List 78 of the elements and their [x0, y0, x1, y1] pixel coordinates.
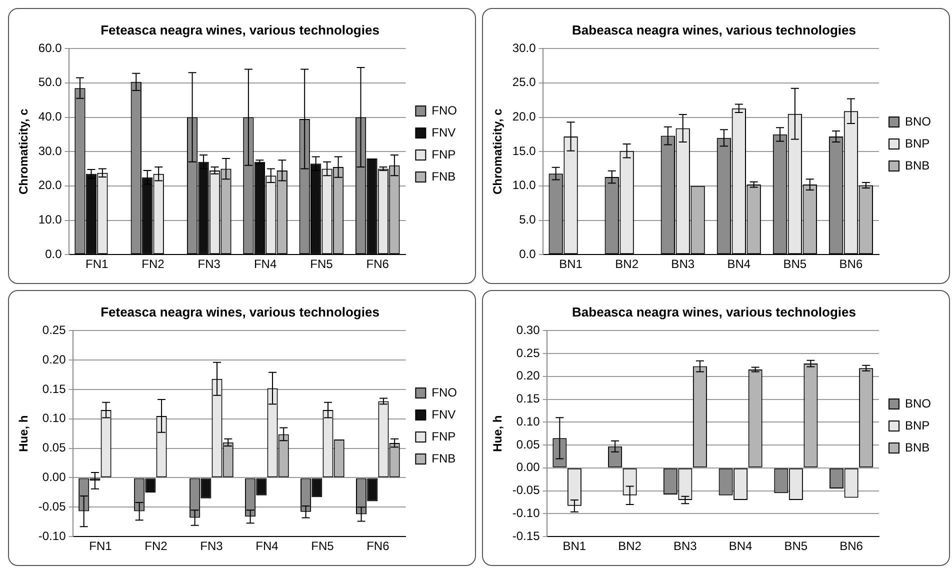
- y-tick-label: 40.0: [38, 110, 62, 124]
- x-tick-label: FN6: [366, 257, 390, 272]
- legend-label: BNB: [904, 158, 930, 172]
- legend-label: FNP: [432, 147, 456, 162]
- y-tick-label: -0.10: [38, 528, 66, 543]
- chart-title: Feteasca neagra wines, various technologies: [100, 22, 380, 38]
- x-tick-label: FN2: [144, 539, 168, 554]
- y-tick-label: 0.0: [519, 246, 536, 261]
- x-tick-label: FN5: [310, 257, 334, 272]
- y-tick-label: 60.0: [38, 40, 62, 55]
- x-tick-label: FN3: [200, 539, 224, 554]
- y-tick-label: 20.0: [38, 178, 62, 192]
- legend-label: FNV: [432, 407, 456, 422]
- x-tick-label: FN1: [89, 539, 112, 554]
- y-tick-label: 0.05: [42, 440, 66, 455]
- legend-label: FNV: [432, 125, 456, 140]
- legend-label: FNO: [432, 385, 458, 400]
- x-tick-label: BN2: [618, 539, 642, 554]
- y-tick-label: 0.30: [516, 322, 540, 337]
- x-tick-label: FN2: [142, 257, 165, 272]
- x-tick-label: BN4: [727, 257, 751, 272]
- chart-title: Babeasca neagra wines, various technologies: [572, 304, 856, 320]
- legend-label: BNP: [904, 136, 930, 150]
- x-tick-label: FN4: [254, 257, 277, 272]
- y-axis-title: Hue, h: [490, 415, 505, 452]
- y-axis-title: Hue, h: [16, 415, 31, 452]
- y-tick-label: 0.25: [516, 346, 540, 360]
- y-tick-label: 0.05: [516, 437, 540, 452]
- y-tick-label: -0.15: [512, 528, 540, 543]
- x-tick-label: BN3: [674, 539, 698, 554]
- x-tick-label: FN5: [311, 539, 334, 554]
- legend-label: FNB: [432, 451, 456, 466]
- y-tick-label: 20.0: [512, 110, 536, 124]
- x-tick-label: BN5: [783, 257, 807, 272]
- y-tick-label: 0.10: [42, 411, 66, 426]
- y-tick-label: 30.0: [38, 144, 62, 158]
- y-tick-label: 15.0: [512, 144, 536, 158]
- y-tick-label: 25.0: [512, 75, 536, 90]
- y-tick-label: 0.15: [516, 392, 540, 406]
- y-tick-label: 30.0: [512, 40, 536, 55]
- y-tick-label: 0.20: [42, 352, 66, 366]
- y-tick-label: 0.25: [42, 322, 66, 337]
- x-tick-label: FN1: [85, 257, 108, 272]
- chart-title: Feteasca neagra wines, various technologies: [100, 304, 380, 320]
- x-tick-label: FN3: [198, 257, 221, 272]
- y-tick-label: 0.0: [45, 246, 62, 261]
- y-tick-label: 5.0: [519, 212, 536, 227]
- x-tick-label: BN5: [784, 539, 808, 554]
- y-tick-label: 0.15: [42, 382, 66, 396]
- y-tick-label: 0.20: [516, 368, 540, 383]
- legend-label: BNP: [904, 418, 930, 432]
- legend-label: FNP: [432, 429, 456, 444]
- y-tick-label: -0.05: [38, 499, 66, 514]
- x-tick-label: BN6: [839, 257, 863, 272]
- x-tick-label: BN3: [671, 257, 695, 272]
- y-axis-title: Chromaticity, c: [490, 108, 505, 195]
- chart-title: Babeasca neagra wines, various technologies: [572, 22, 856, 38]
- legend-label: BNO: [904, 114, 932, 128]
- y-tick-label: 0.00: [516, 460, 540, 474]
- y-tick-label: -0.10: [512, 506, 540, 520]
- x-tick-label: BN1: [562, 539, 586, 554]
- y-tick-label: 10.0: [512, 178, 536, 192]
- y-tick-label: -0.05: [512, 483, 540, 498]
- x-tick-label: BN6: [840, 539, 864, 554]
- x-tick-label: FN6: [366, 539, 390, 554]
- y-tick-label: 50.0: [38, 75, 62, 90]
- x-tick-label: BN4: [728, 539, 753, 554]
- y-tick-label: 0.10: [516, 414, 540, 428]
- legend-label: FNO: [432, 103, 458, 118]
- y-tick-label: 0.00: [42, 470, 66, 484]
- x-tick-label: FN4: [256, 539, 279, 554]
- y-axis-title: Chromaticity, c: [16, 108, 31, 195]
- legend-label: BNO: [904, 396, 932, 410]
- x-tick-label: BN2: [615, 257, 639, 272]
- legend-label: BNB: [904, 440, 930, 454]
- x-tick-label: BN1: [559, 257, 583, 272]
- y-tick-label: 10.0: [38, 212, 62, 227]
- legend-label: FNB: [432, 169, 456, 184]
